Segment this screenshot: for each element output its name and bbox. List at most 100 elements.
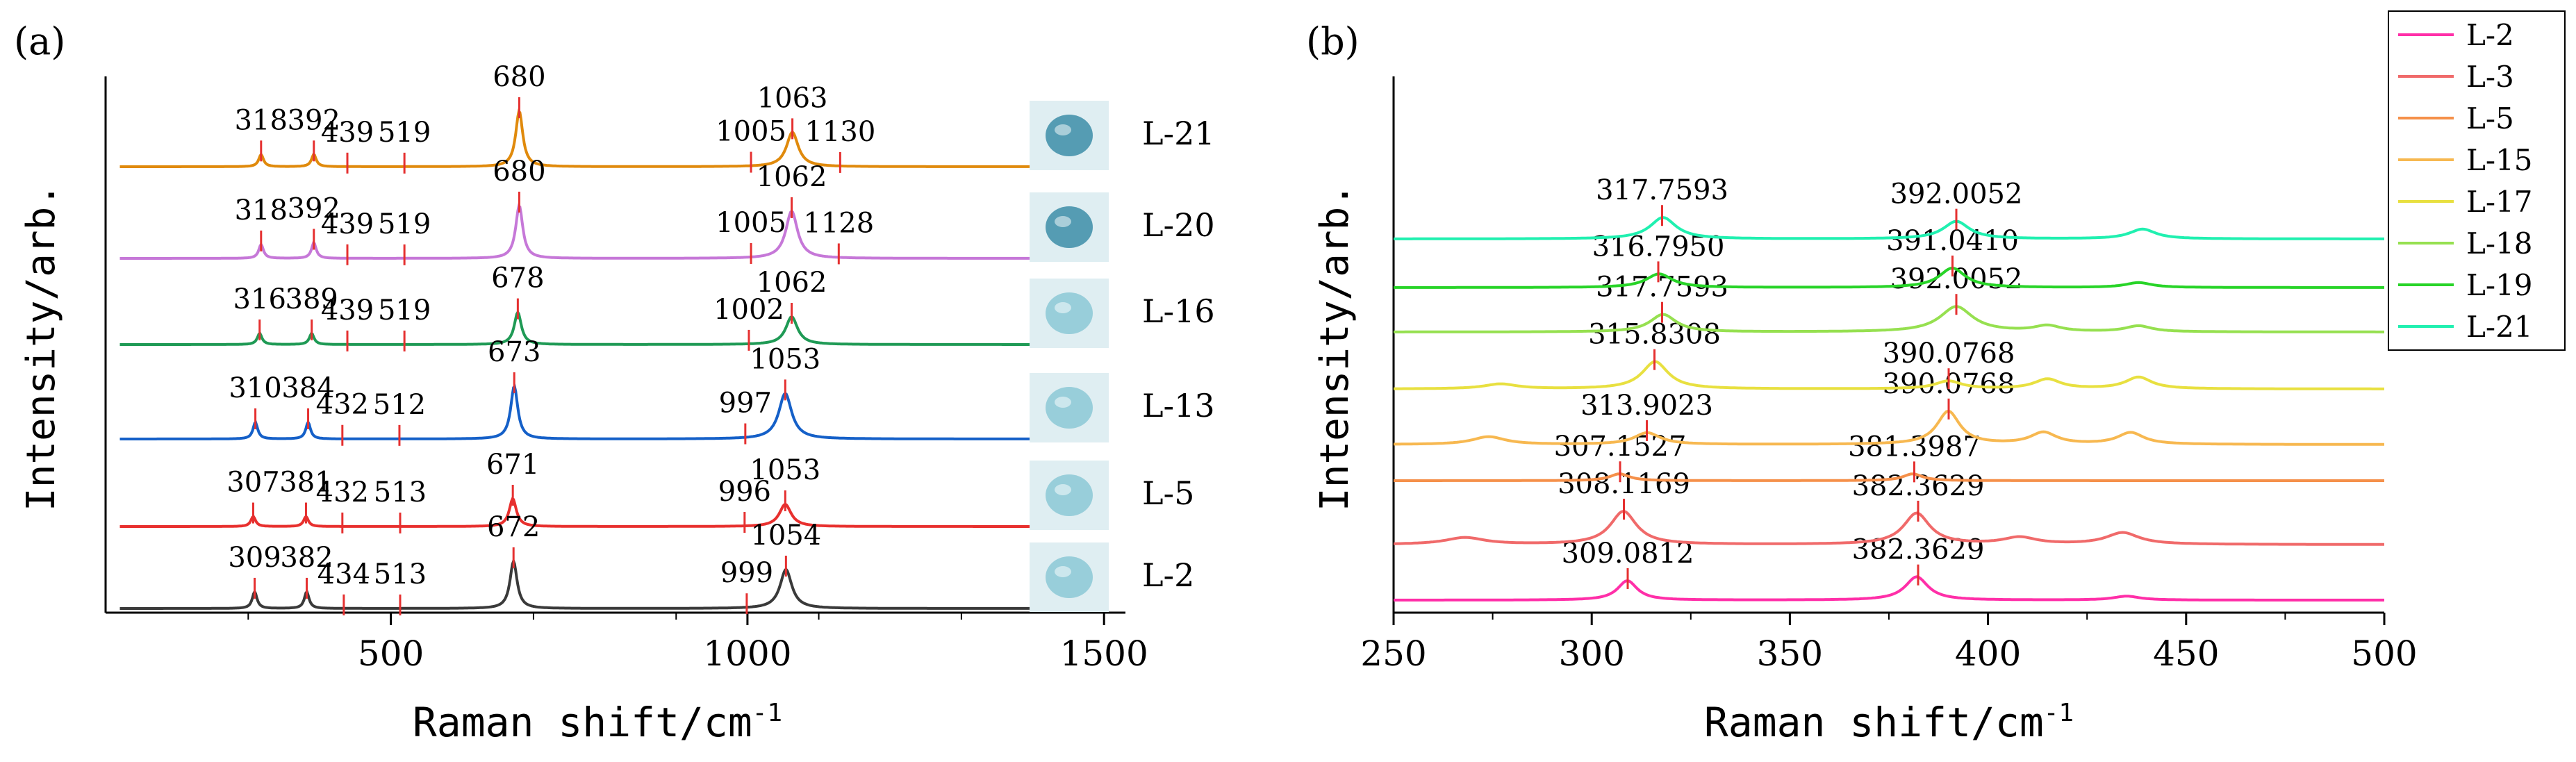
peak-label: 439 <box>321 117 374 149</box>
series-line-b-l-15 <box>1394 409 2384 446</box>
peak-label: 390.0768 <box>1883 338 2015 370</box>
gem-highlight <box>1055 124 1071 135</box>
gem-sample-image <box>1030 279 1109 348</box>
peak-label: 382 <box>280 542 333 574</box>
peak-label: 309.0812 <box>1562 538 1694 570</box>
legend-label: L-15 <box>2466 143 2533 177</box>
series-name-a: L-5 <box>1142 474 1194 512</box>
gem-shape <box>1046 556 1093 598</box>
chart-b-xtick-label: 500 <box>2351 633 2417 674</box>
series-name-a: L-13 <box>1142 387 1215 424</box>
peak-label: 680 <box>493 156 545 188</box>
peak-label: 310 <box>229 372 281 404</box>
legend-label: L-19 <box>2466 268 2533 302</box>
gem-highlight <box>1055 566 1071 577</box>
peak-label: 512 <box>373 389 426 421</box>
chart-b-ylabel: Intensity/arb. <box>1312 183 1357 511</box>
peak-label: 434 <box>317 558 370 590</box>
peak-label: 392 <box>288 192 340 224</box>
legend-label: L-3 <box>2466 60 2514 94</box>
chart-a-xtick-label: 1500 <box>1060 633 1148 674</box>
peak-label: 389 <box>286 283 338 315</box>
peak-label: 382.3629 <box>1852 534 1985 566</box>
series-line-b-l-18 <box>1394 305 2384 333</box>
series-line-b-l-19 <box>1394 266 2384 289</box>
legend-item: L-3 <box>2398 60 2514 94</box>
peak-label: 391.0410 <box>1886 225 2019 257</box>
chart-a-xtick-label: 1000 <box>703 633 791 674</box>
peak-label: 307 <box>226 467 279 499</box>
peak-label: 307.1527 <box>1554 431 1687 463</box>
peak-label: 316 <box>233 283 286 315</box>
chart-a-ylabel: Intensity/arb. <box>19 183 64 511</box>
chart-b-xlabel: Raman shift/cm-1 <box>1704 699 2074 746</box>
series-line-a-l-13 <box>119 383 1105 440</box>
legend-item: L-2 <box>2398 18 2514 52</box>
peak-label: 432 <box>316 477 369 508</box>
peak-label: 381 <box>279 467 332 499</box>
panel-label-b: (b) <box>1306 19 1360 63</box>
gem-shape <box>1046 292 1093 334</box>
peak-label: 1054 <box>750 520 821 552</box>
chart-b-xtick-label: 300 <box>1558 633 1624 674</box>
legend-label: L-21 <box>2466 310 2533 344</box>
peak-label: 381.3987 <box>1848 431 1981 463</box>
series-name-a: L-21 <box>1142 115 1215 152</box>
series-line-a-l-21 <box>119 108 1105 168</box>
peak-label: 318 <box>235 104 288 136</box>
gem-sample-image <box>1030 542 1109 612</box>
peak-label: 309 <box>228 542 281 574</box>
peak-label: 318 <box>235 194 288 226</box>
gem-shape <box>1046 115 1093 156</box>
peak-label: 1005 <box>716 116 786 148</box>
legend-item: L-21 <box>2398 310 2533 344</box>
chart-b-xtick-label: 400 <box>1955 633 2021 674</box>
gem-shape <box>1046 206 1093 248</box>
chart-b-xtick-label: 350 <box>1757 633 1823 674</box>
peak-label: 519 <box>378 117 431 149</box>
chart-a-xtick-label: 500 <box>358 633 424 674</box>
legend-frame <box>2388 10 2566 351</box>
gem-highlight <box>1055 484 1071 495</box>
chart-b-xtick-label: 450 <box>2153 633 2219 674</box>
series-name-a: L-2 <box>1142 556 1194 594</box>
series-line-a-l-20 <box>119 203 1105 260</box>
peak-label: 1063 <box>757 82 828 114</box>
legend-item: L-19 <box>2398 268 2533 302</box>
legend-label: L-18 <box>2466 226 2533 260</box>
peak-label: 513 <box>374 558 427 590</box>
chart-b-xtick-label: 250 <box>1360 633 1426 674</box>
series-line-a-l-16 <box>119 309 1105 346</box>
peak-label: 384 <box>281 372 334 404</box>
peak-label: 1062 <box>757 161 827 193</box>
peak-label: 678 <box>491 263 544 295</box>
peak-label: 1053 <box>750 454 820 486</box>
peak-label: 392.0052 <box>1890 179 2023 210</box>
peak-label: 996 <box>718 476 771 508</box>
series-line-a-l-2 <box>119 557 1105 610</box>
peak-label: 513 <box>374 477 427 508</box>
peak-label: 432 <box>316 389 369 421</box>
gem-highlight <box>1055 216 1071 227</box>
peak-label: 1005 <box>716 207 786 239</box>
peak-label: 1130 <box>804 116 875 148</box>
gem-sample-image <box>1030 373 1109 442</box>
legend-label: L-2 <box>2466 18 2514 52</box>
peak-label: 1053 <box>750 343 820 375</box>
series-line-b-l-2 <box>1394 575 2384 602</box>
peak-label: 680 <box>493 61 545 93</box>
chart-b: 250 300 350 400 450 500 309.0812 382.3629 308.1… <box>1312 10 2566 746</box>
peak-label: 308.1169 <box>1558 468 1690 500</box>
series-line-b-l-17 <box>1394 360 2384 390</box>
peak-label: 317.7593 <box>1596 174 1728 206</box>
peak-label: 439 <box>321 208 374 240</box>
peak-label: 439 <box>321 295 374 326</box>
gem-shape <box>1046 474 1093 516</box>
peak-label: 1128 <box>803 207 874 239</box>
peak-label: 315.8308 <box>1588 319 1721 351</box>
peak-label: 519 <box>378 208 431 240</box>
panel-label-a: (a) <box>14 19 65 63</box>
